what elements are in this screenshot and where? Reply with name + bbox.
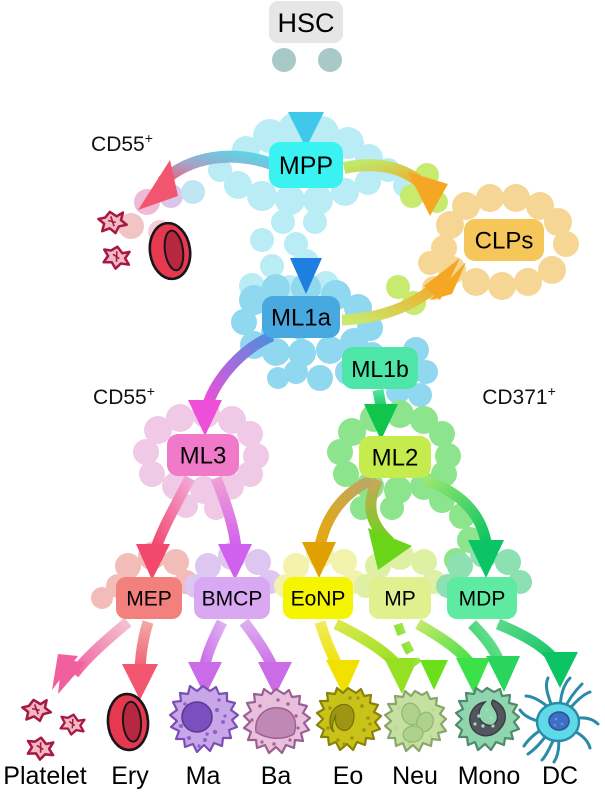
cell-label-ma: Ma (186, 762, 221, 790)
svg-text:CD371+: CD371+ (482, 383, 556, 409)
cell-label-ba: Ba (261, 762, 292, 790)
edge-ml1a-clps (341, 258, 466, 326)
edge-ml1b-ml2 (364, 389, 398, 440)
ba-icon (242, 687, 312, 755)
annotation-cd371: CD371+ (482, 383, 556, 409)
edge-ml3-bmcp (210, 475, 252, 580)
annotation-cd55-mid-text: CD55 (93, 386, 147, 409)
edge-mp-mono (415, 619, 490, 694)
node-ml1b[interactable]: ML1b (342, 347, 418, 389)
node-mpp[interactable]: MPP (269, 142, 343, 188)
edge-hsc-mpp (288, 46, 324, 148)
edge-ml1a-ml3 (188, 330, 275, 436)
node-ml1a[interactable]: ML1a (262, 296, 340, 338)
annotation-cd55-top-text: CD55 (91, 133, 145, 156)
dc-icon (518, 676, 600, 764)
annotation-cd55-top-sup: + (145, 130, 153, 146)
svg-text:CD55+: CD55+ (93, 383, 155, 409)
edge-bmcp-ma (188, 619, 227, 696)
ma-icon (168, 684, 240, 754)
node-clps[interactable]: CLPs (464, 219, 544, 261)
node-hsc-label: HSC (277, 8, 334, 38)
node-mp-label: MP (384, 588, 416, 611)
edge-eonp-eo (314, 620, 360, 696)
edge-mep-ery (122, 620, 158, 700)
cell-label-ery: Ery (111, 762, 149, 790)
edge-mep-platelet (52, 617, 132, 694)
node-clps-label: CLPs (475, 228, 534, 255)
mono-icon (454, 686, 521, 752)
node-mp[interactable]: MP (369, 577, 431, 619)
node-ml1a-label: ML1a (271, 305, 332, 332)
edge-mp-neu-dotted (393, 622, 448, 690)
node-hsc[interactable]: HSC (269, 1, 343, 43)
edge-mpp-ml1a (290, 190, 322, 294)
edge-eonp-neu (333, 619, 418, 694)
edge-ml2-mdp (422, 474, 504, 578)
cell-label-platelet: Platelet (3, 762, 86, 790)
node-ml3-label: ML3 (180, 443, 227, 470)
node-bmcp[interactable]: BMCP (194, 577, 270, 619)
node-mep-label: MEP (126, 588, 172, 611)
cell-label-dc: DC (542, 762, 578, 790)
neu-icon (383, 689, 448, 753)
node-ml2[interactable]: ML2 (359, 436, 431, 478)
node-ml3[interactable]: ML3 (167, 434, 239, 476)
cell-label-eo: Eo (333, 762, 364, 790)
ml3-cloud (133, 400, 269, 520)
node-ml1b-label: ML1b (351, 356, 409, 382)
hsc-cloud (272, 48, 342, 72)
edge-bmcp-ba (239, 618, 292, 696)
node-bmcp-label: BMCP (202, 588, 263, 611)
eo-icon (315, 686, 383, 752)
edge-ml3-mep (136, 475, 195, 580)
edge-ml2-mp (365, 477, 412, 570)
edge-mdp-mono (468, 620, 520, 692)
cell-label-neu: Neu (392, 762, 438, 790)
annotation-cd55-top: CD55+ (91, 130, 153, 156)
node-eonp[interactable]: EoNP (283, 577, 353, 619)
edge-mpp-erythroid (138, 150, 274, 210)
annotation-cd371-text: CD371 (482, 386, 547, 409)
annotation-cd55-mid-sup: + (147, 383, 155, 399)
node-eonp-label: EoNP (291, 588, 346, 611)
edge-ml2-eonp (302, 474, 375, 578)
annotation-cd371-sup: + (548, 383, 556, 399)
node-mpp-label: MPP (279, 152, 333, 180)
annotation-cd55-mid: CD55+ (93, 383, 155, 409)
svg-text:CD55+: CD55+ (91, 130, 153, 156)
node-mep[interactable]: MEP (116, 577, 182, 619)
edge-mdp-dc (495, 618, 578, 688)
edge-mpp-clps (342, 159, 448, 216)
node-ml2-label: ML2 (372, 445, 419, 472)
cell-label-mono: Mono (458, 762, 521, 790)
node-mdp-label: MDP (459, 588, 506, 611)
node-mdp[interactable]: MDP (447, 577, 517, 619)
